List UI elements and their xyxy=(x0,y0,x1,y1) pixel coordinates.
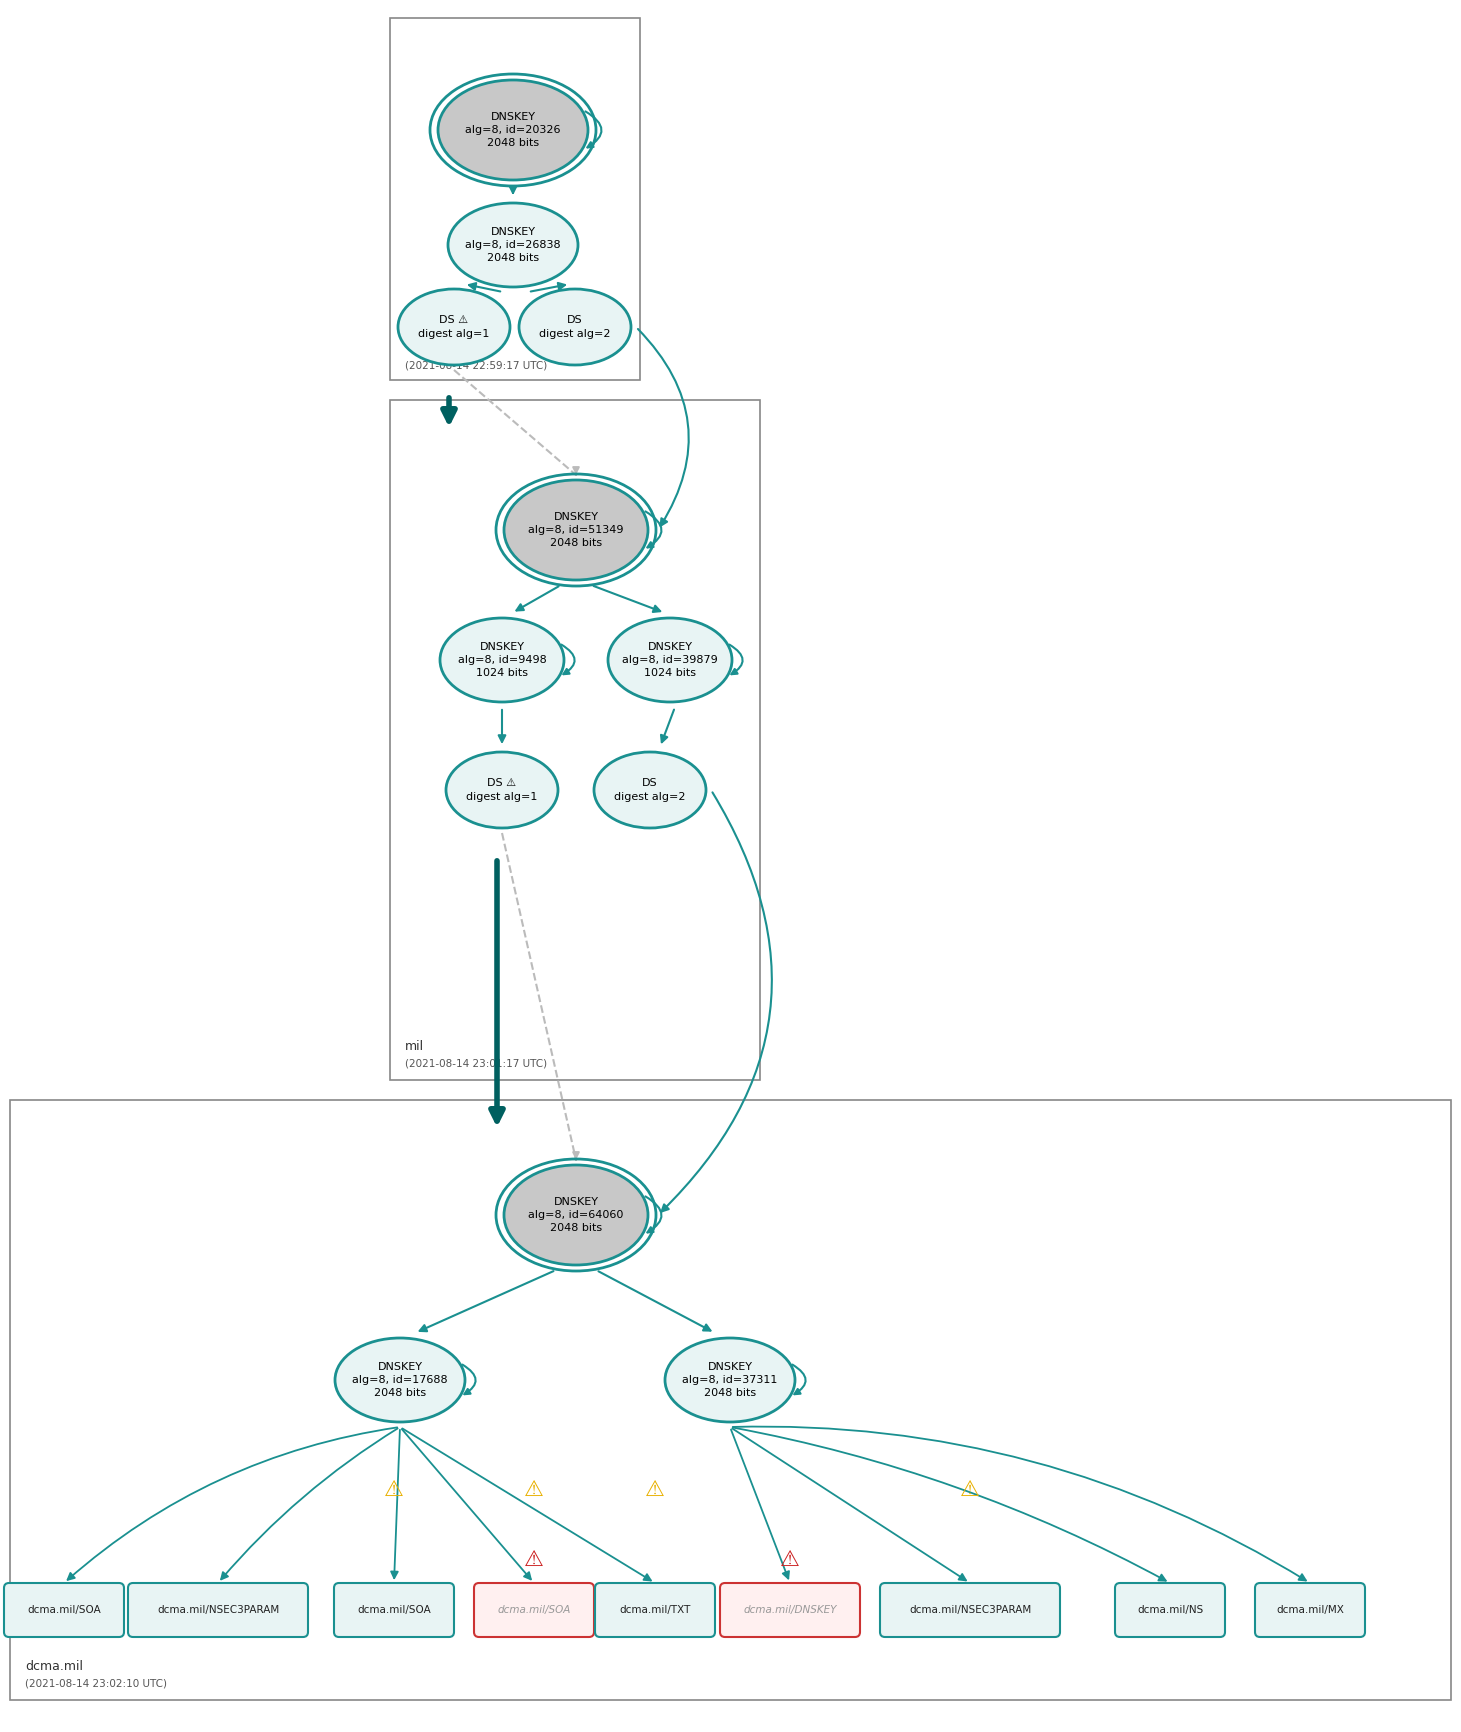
Text: (2021-08-14 22:59:17 UTC): (2021-08-14 22:59:17 UTC) xyxy=(405,360,548,371)
Ellipse shape xyxy=(504,1166,649,1264)
Text: dcma.mil/SOA: dcma.mil/SOA xyxy=(356,1606,431,1614)
Text: dcma.mil/MX: dcma.mil/MX xyxy=(1275,1606,1344,1614)
Ellipse shape xyxy=(449,203,579,288)
FancyArrowPatch shape xyxy=(462,1365,476,1394)
Text: ⚠: ⚠ xyxy=(780,1550,801,1569)
Text: dcma.mil/SOA: dcma.mil/SOA xyxy=(28,1606,101,1614)
FancyBboxPatch shape xyxy=(1255,1583,1365,1637)
FancyBboxPatch shape xyxy=(129,1583,308,1637)
Text: dcma.mil/NSEC3PARAM: dcma.mil/NSEC3PARAM xyxy=(909,1606,1031,1614)
Ellipse shape xyxy=(519,289,631,365)
FancyBboxPatch shape xyxy=(595,1583,714,1637)
Text: dcma.mil/SOA: dcma.mil/SOA xyxy=(497,1606,571,1614)
Text: ⚠: ⚠ xyxy=(524,1550,543,1569)
Text: (2021-08-14 23:01:17 UTC): (2021-08-14 23:01:17 UTC) xyxy=(405,1058,546,1069)
Text: DS
digest alg=2: DS digest alg=2 xyxy=(614,778,685,802)
Text: dcma.mil: dcma.mil xyxy=(25,1659,83,1673)
FancyArrowPatch shape xyxy=(586,111,602,147)
Bar xyxy=(390,400,760,1081)
Text: dcma.mil/NS: dcma.mil/NS xyxy=(1137,1606,1202,1614)
Ellipse shape xyxy=(665,1339,795,1422)
Text: DNSKEY
alg=8, id=51349
2048 bits: DNSKEY alg=8, id=51349 2048 bits xyxy=(529,511,624,549)
Bar xyxy=(390,17,640,379)
Text: DNSKEY
alg=8, id=17688
2048 bits: DNSKEY alg=8, id=17688 2048 bits xyxy=(352,1361,449,1398)
Ellipse shape xyxy=(397,289,510,365)
FancyBboxPatch shape xyxy=(4,1583,124,1637)
Text: DNSKEY
alg=8, id=9498
1024 bits: DNSKEY alg=8, id=9498 1024 bits xyxy=(457,643,546,679)
Text: DNSKEY
alg=8, id=39879
1024 bits: DNSKEY alg=8, id=39879 1024 bits xyxy=(622,643,717,679)
FancyArrowPatch shape xyxy=(646,1197,662,1233)
FancyBboxPatch shape xyxy=(335,1583,454,1637)
Text: DNSKEY
alg=8, id=64060
2048 bits: DNSKEY alg=8, id=64060 2048 bits xyxy=(529,1197,624,1233)
FancyArrowPatch shape xyxy=(646,511,662,547)
Ellipse shape xyxy=(595,752,706,828)
Text: DNSKEY
alg=8, id=26838
2048 bits: DNSKEY alg=8, id=26838 2048 bits xyxy=(465,227,561,263)
Ellipse shape xyxy=(440,618,564,701)
Ellipse shape xyxy=(608,618,732,701)
Bar xyxy=(10,1100,1451,1701)
Text: ⚠: ⚠ xyxy=(960,1481,980,1500)
Text: dcma.mil/NSEC3PARAM: dcma.mil/NSEC3PARAM xyxy=(156,1606,279,1614)
Ellipse shape xyxy=(446,752,558,828)
Text: dcma.mil/TXT: dcma.mil/TXT xyxy=(619,1606,691,1614)
Ellipse shape xyxy=(438,80,587,180)
Text: DS ⚠
digest alg=1: DS ⚠ digest alg=1 xyxy=(466,778,538,802)
FancyBboxPatch shape xyxy=(880,1583,1061,1637)
FancyBboxPatch shape xyxy=(1115,1583,1224,1637)
Text: ⚠: ⚠ xyxy=(384,1481,405,1500)
Text: DNSKEY
alg=8, id=37311
2048 bits: DNSKEY alg=8, id=37311 2048 bits xyxy=(682,1361,777,1398)
Ellipse shape xyxy=(504,480,649,580)
FancyArrowPatch shape xyxy=(792,1365,805,1394)
Ellipse shape xyxy=(335,1339,465,1422)
Text: DS
digest alg=2: DS digest alg=2 xyxy=(539,315,611,338)
FancyBboxPatch shape xyxy=(473,1583,595,1637)
FancyArrowPatch shape xyxy=(561,644,574,674)
Text: DS ⚠
digest alg=1: DS ⚠ digest alg=1 xyxy=(418,315,489,338)
Text: DNSKEY
alg=8, id=20326
2048 bits: DNSKEY alg=8, id=20326 2048 bits xyxy=(465,113,561,149)
Text: (2021-08-14 23:02:10 UTC): (2021-08-14 23:02:10 UTC) xyxy=(25,1678,167,1689)
Text: dcma.mil/DNSKEY: dcma.mil/DNSKEY xyxy=(744,1606,837,1614)
Text: mil: mil xyxy=(405,1039,424,1053)
Text: ⚠: ⚠ xyxy=(524,1481,543,1500)
FancyArrowPatch shape xyxy=(729,644,742,674)
Text: ⚠: ⚠ xyxy=(644,1481,665,1500)
FancyBboxPatch shape xyxy=(720,1583,861,1637)
